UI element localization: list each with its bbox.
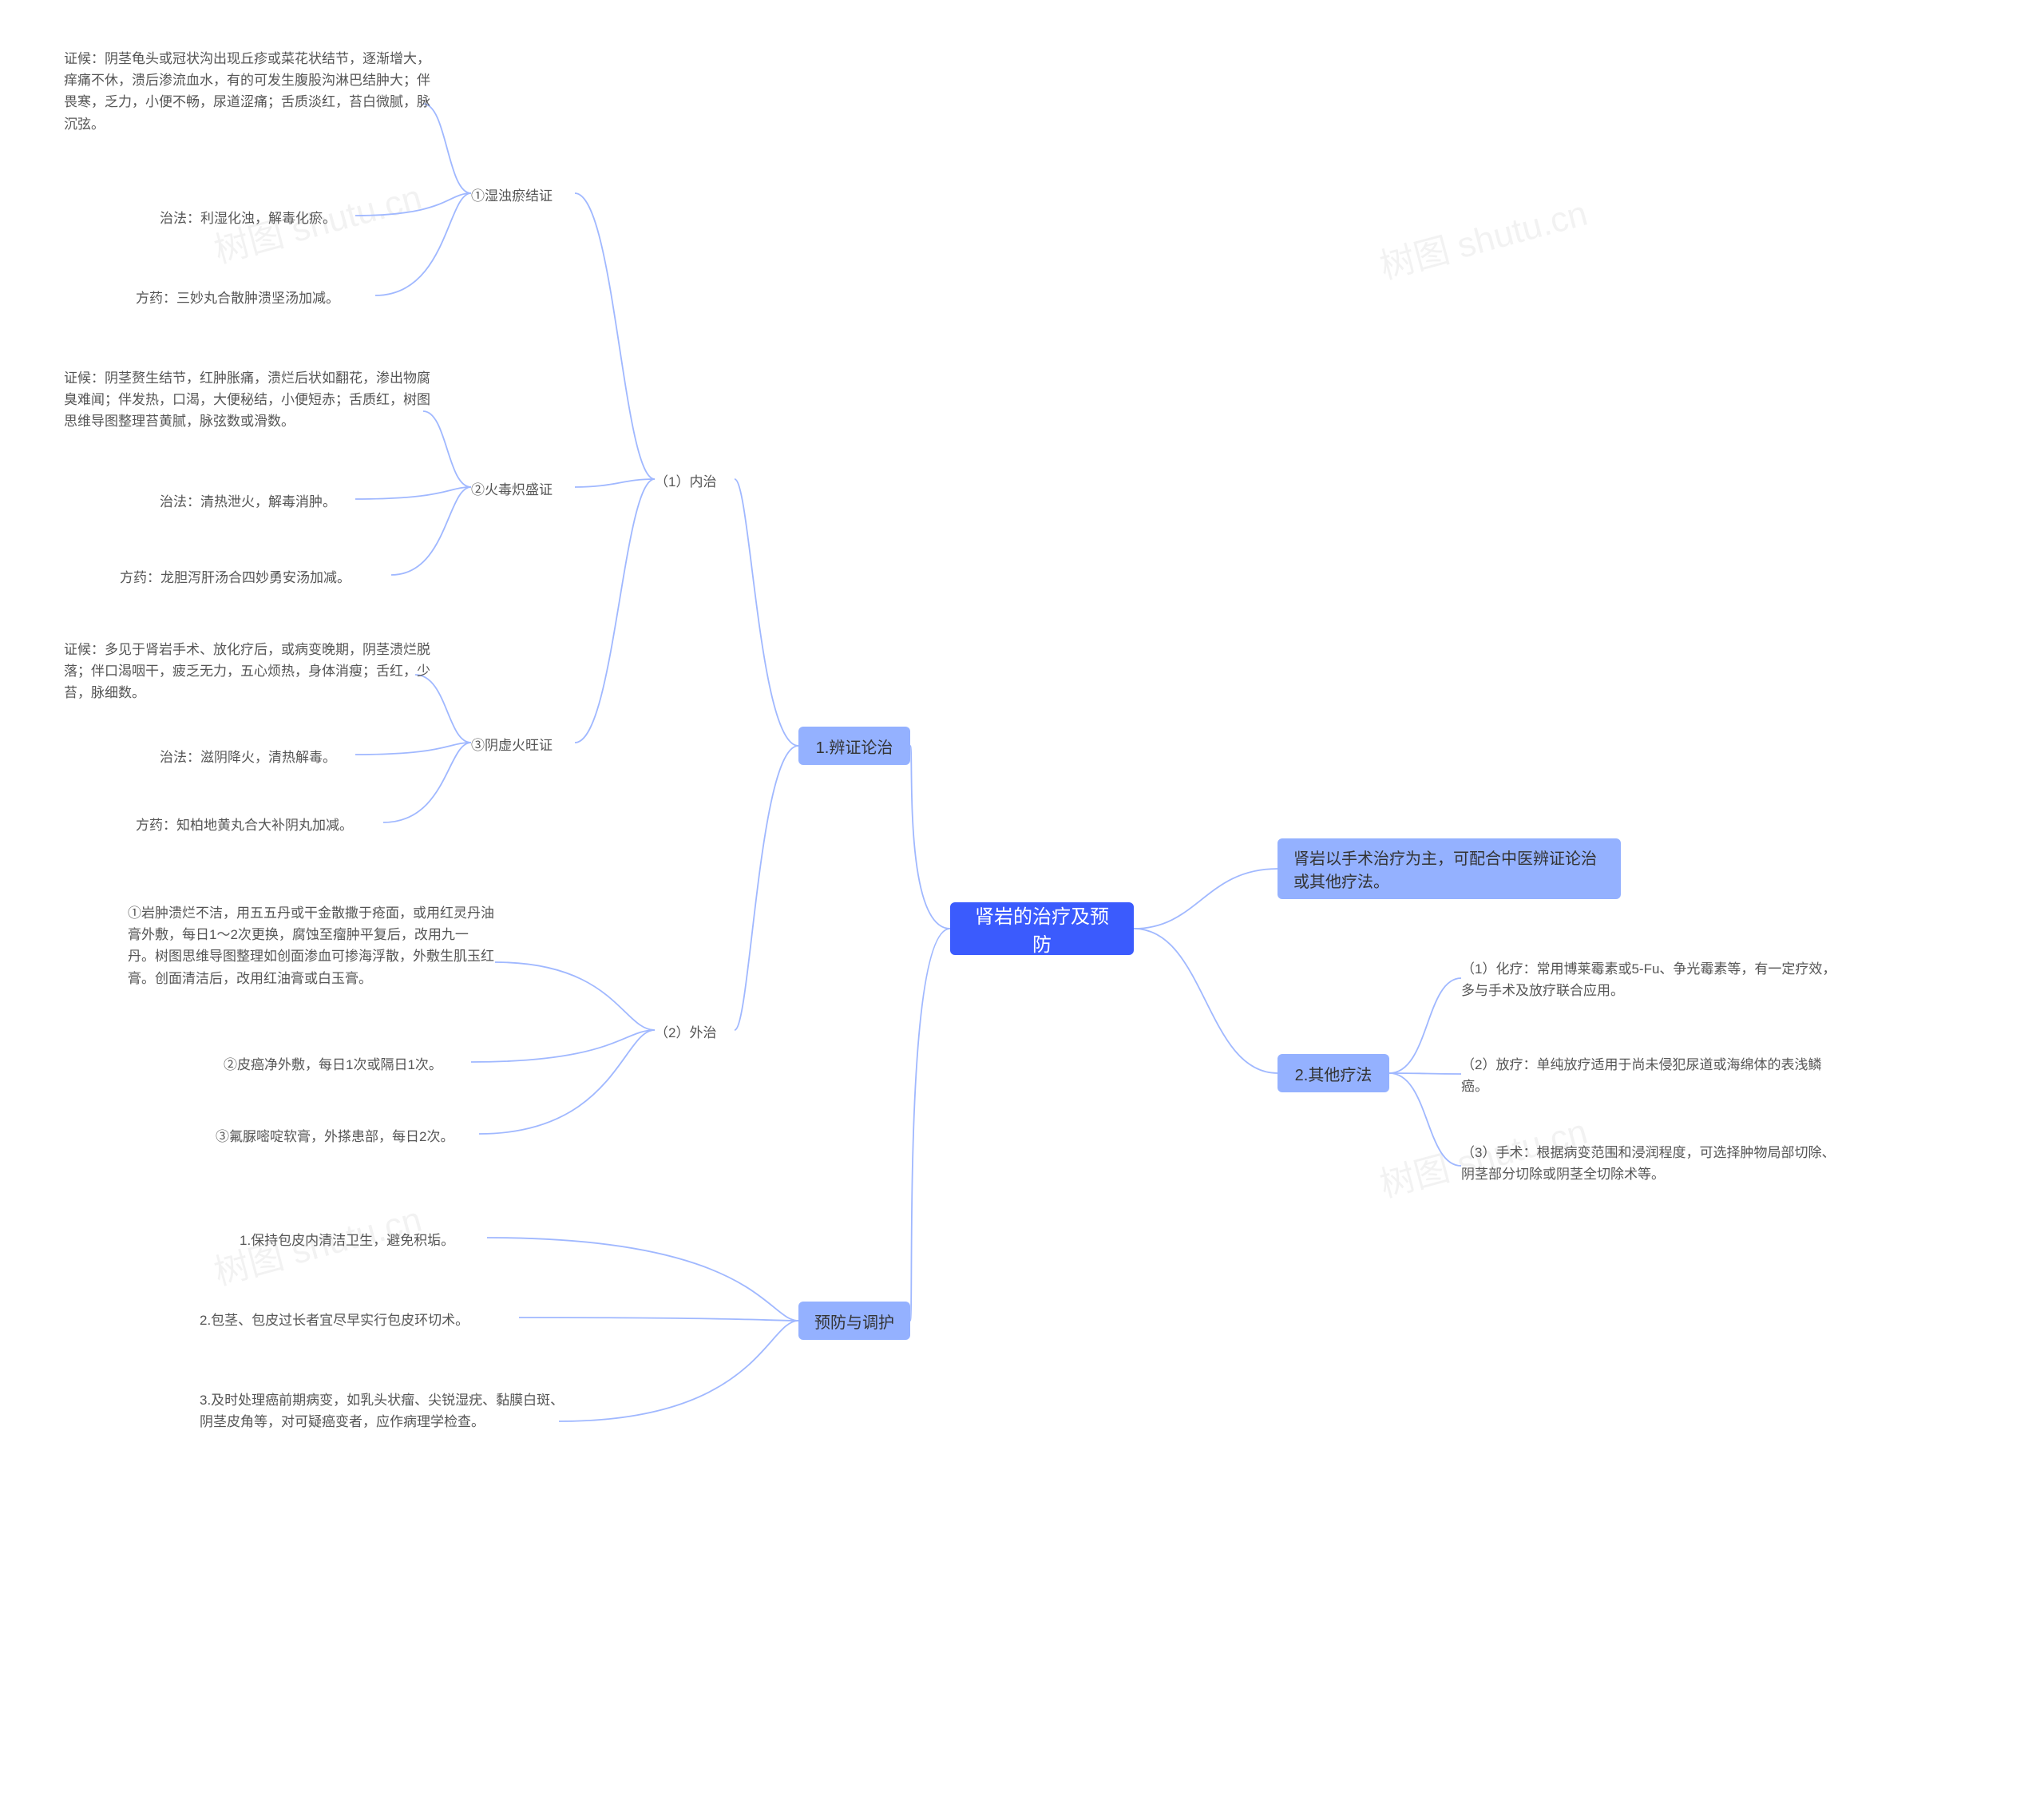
external-label: （2）外治 bbox=[655, 1022, 716, 1044]
watermark: 树图 shutu.cn bbox=[1373, 184, 1592, 289]
prevention-item: 1.保持包皮内清洁卫生，避免积垢。 bbox=[240, 1230, 454, 1251]
syndrome-label: ②火毒炽盛证 bbox=[471, 479, 553, 501]
bianzheng-node[interactable]: 1.辨证论治 bbox=[798, 727, 910, 765]
other-therapy-node[interactable]: 2.其他疗法 bbox=[1278, 1054, 1389, 1092]
prevention-item: 2.包茎、包皮过长者宜尽早实行包皮环切术。 bbox=[200, 1310, 469, 1331]
syndrome-item: 证候：多见于肾岩手术、放化疗后，或病变晚期，阴茎溃烂脱落；伴口渴咽干，疲乏无力，… bbox=[64, 639, 431, 704]
connectors bbox=[0, 0, 2044, 1799]
syndrome-label: ①湿浊瘀结证 bbox=[471, 185, 553, 207]
external-item: ③氟脲嘧啶软膏，外搽患部，每日2次。 bbox=[216, 1126, 454, 1147]
syndrome-item: 证候：阴茎赘生结节，红肿胀痛，溃烂后状如翻花，渗出物腐臭难闻；伴发热，口渴，大便… bbox=[64, 367, 431, 433]
prevention-item: 3.及时处理癌前期病变，如乳头状瘤、尖锐湿疣、黏膜白斑、阴茎皮角等，对可疑癌变者… bbox=[200, 1389, 567, 1432]
other-child: （3）手术：根据病变范围和浸润程度，可选择肿物局部切除、阴茎部分切除或阴茎全切除… bbox=[1461, 1142, 1844, 1185]
syndrome-item: 治法：清热泄火，解毒消肿。 bbox=[160, 491, 336, 513]
syndrome-item: 治法：滋阴降火，清热解毒。 bbox=[160, 747, 336, 768]
prevention-node[interactable]: 预防与调护 bbox=[798, 1302, 910, 1340]
syndrome-item: 证候：阴茎龟头或冠状沟出现丘疹或菜花状结节，逐渐增大，痒痛不休，溃后渗流血水，有… bbox=[64, 48, 431, 135]
other-child: （2）放疗：单纯放疗适用于尚未侵犯尿道或海绵体的表浅鳞癌。 bbox=[1461, 1054, 1844, 1097]
other-child: （1）化疗：常用博莱霉素或5-Fu、争光霉素等，有一定疗效，多与手术及放疗联合应… bbox=[1461, 958, 1844, 1001]
internal-label: （1）内治 bbox=[655, 471, 716, 493]
external-item: ①岩肿溃烂不洁，用五五丹或干金散撒于疮面，或用红灵丹油膏外敷，每日1～2次更换，… bbox=[128, 902, 495, 989]
intro-node[interactable]: 肾岩以手术治疗为主，可配合中医辨证论治或其他疗法。 bbox=[1278, 838, 1621, 899]
syndrome-item: 方药：三妙丸合散肿溃坚汤加减。 bbox=[136, 287, 339, 309]
syndrome-label: ③阴虚火旺证 bbox=[471, 735, 553, 756]
syndrome-item: 治法：利湿化浊，解毒化瘀。 bbox=[160, 208, 336, 229]
syndrome-item: 方药：知柏地黄丸合大补阴丸加减。 bbox=[136, 814, 353, 836]
external-item: ②皮癌净外敷，每日1次或隔日1次。 bbox=[224, 1054, 442, 1076]
root-node[interactable]: 肾岩的治疗及预防 bbox=[950, 902, 1134, 955]
syndrome-item: 方药：龙胆泻肝汤合四妙勇安汤加减。 bbox=[120, 567, 351, 588]
